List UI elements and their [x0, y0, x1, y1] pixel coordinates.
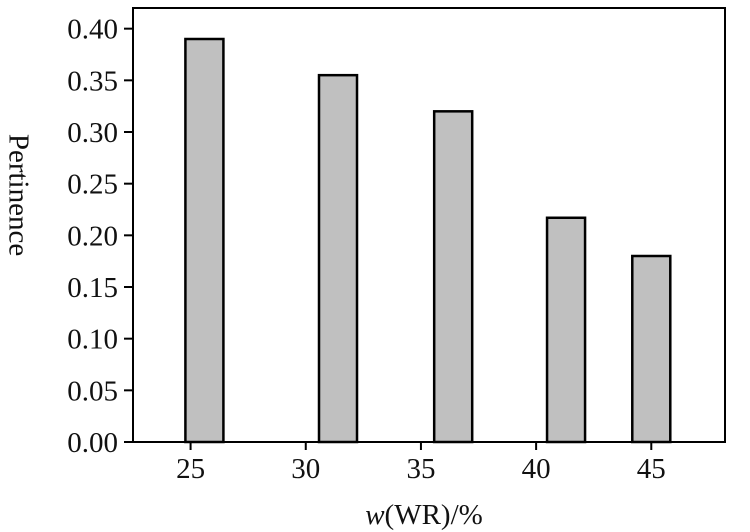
y-tick-label: 0.00 — [67, 427, 118, 459]
x-tick-label: 45 — [637, 453, 666, 485]
bar — [317, 73, 359, 444]
x-axis-title: w(WR)/% — [365, 499, 483, 531]
y-tick-label: 0.15 — [67, 272, 118, 304]
bar — [432, 110, 474, 444]
y-tick-label: 0.30 — [67, 117, 118, 149]
bar — [545, 216, 587, 444]
bars-group — [184, 37, 672, 444]
y-tick-label: 0.20 — [67, 220, 118, 252]
x-axis-title-rest: (WR)/% — [385, 499, 483, 531]
x-ticks-group: 25 30 35 40 45 — [176, 442, 666, 485]
y-tick-label: 0.40 — [67, 14, 118, 46]
x-tick-label: 35 — [406, 453, 435, 485]
x-axis-title-italic: w — [365, 499, 385, 531]
y-tick-label: 0.05 — [67, 375, 118, 407]
y-tick-label: 0.10 — [67, 324, 118, 356]
bar — [631, 254, 672, 444]
y-tick-label: 0.25 — [67, 169, 118, 201]
x-tick-label: 30 — [291, 453, 320, 485]
x-tick-label: 40 — [522, 453, 551, 485]
bar — [184, 37, 225, 444]
y-tick-label: 0.35 — [67, 65, 118, 97]
plot-frame — [132, 7, 726, 443]
x-tick-label: 25 — [176, 453, 205, 485]
y-axis-title: Pertinence — [2, 134, 34, 256]
y-ticks-group: 0.00 0.05 0.10 0.15 0.20 0.25 0.30 0.35 0.40 — [67, 14, 133, 459]
